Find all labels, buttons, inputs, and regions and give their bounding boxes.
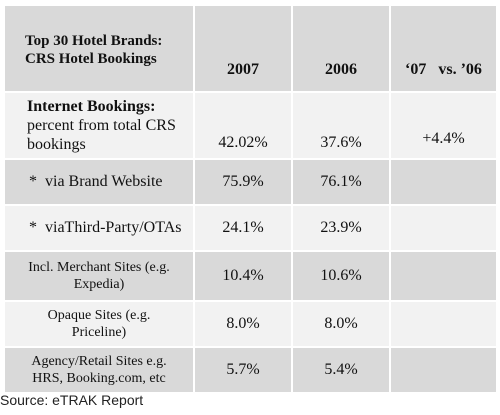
header-row: Top 30 Hotel Brands: CRS Hotel Bookings …: [5, 6, 496, 91]
cell-2006: 8.0%: [293, 302, 389, 346]
cell-2006: 5.4%: [293, 348, 389, 392]
cell-2007: 10.4%: [195, 252, 291, 300]
row-label-bold: Internet Bookings:: [27, 98, 156, 115]
cell-2007: 24.1%: [195, 206, 291, 250]
table-row: Incl. Merchant Sites (e.g. Expedia) 10.4…: [5, 252, 496, 300]
row-label-line1: Agency/Retail Sites e.g.: [31, 354, 167, 369]
cell-2007: 8.0%: [195, 302, 291, 346]
row-label-third-party: * viaThird-Party/OTAs: [5, 206, 193, 250]
row-label-line3: bookings: [27, 136, 86, 153]
row-label-opaque-sites: Opaque Sites (e.g. Priceline): [5, 302, 193, 346]
cell-compare: [391, 206, 496, 250]
cell-2006: 76.1%: [293, 160, 389, 204]
cell-compare: [391, 160, 496, 204]
row-label-line1: Opaque Sites (e.g.: [47, 308, 151, 323]
cell-2007: 42.02%: [195, 93, 291, 158]
table-row: Opaque Sites (e.g. Priceline) 8.0% 8.0%: [5, 302, 496, 346]
crs-bookings-table: Top 30 Hotel Brands: CRS Hotel Bookings …: [3, 4, 498, 394]
row-label-agency-sites: Agency/Retail Sites e.g. HRS, Booking.co…: [5, 348, 193, 392]
row-label-line2: HRS, Booking.com, etc: [32, 371, 166, 386]
cell-compare: [391, 302, 496, 346]
table-title-line2: CRS Hotel Bookings: [25, 51, 157, 67]
column-header-2006: 2006: [293, 6, 389, 91]
table-row: Agency/Retail Sites e.g. HRS, Booking.co…: [5, 348, 496, 392]
cell-2006: 37.6%: [293, 93, 389, 158]
table-row: Internet Bookings: percent from total CR…: [5, 93, 496, 158]
table-title: Top 30 Hotel Brands: CRS Hotel Bookings: [5, 6, 193, 91]
row-label-line2: Expedia): [73, 277, 125, 292]
row-label-merchant-sites: Incl. Merchant Sites (e.g. Expedia): [5, 252, 193, 300]
row-label-brand-website: * via Brand Website: [5, 160, 193, 204]
column-header-2007: 2007: [195, 6, 291, 91]
cell-2007: 75.9%: [195, 160, 291, 204]
table-title-line1: Top 30 Hotel Brands:: [25, 33, 163, 49]
row-label-internet-bookings: Internet Bookings: percent from total CR…: [5, 93, 193, 158]
table-row: * viaThird-Party/OTAs 24.1% 23.9%: [5, 206, 496, 250]
row-label-line2: percent from total CRS: [27, 117, 176, 134]
crs-bookings-table-container: Top 30 Hotel Brands: CRS Hotel Bookings …: [3, 4, 496, 392]
cell-2006: 10.6%: [293, 252, 389, 300]
source-caption: Source: eTRAK Report: [0, 392, 144, 408]
column-header-compare: ‘07 vs. ’06: [391, 6, 496, 91]
cell-compare: [391, 348, 496, 392]
cell-compare: +4.4%: [391, 93, 496, 158]
row-label-line1: Incl. Merchant Sites (e.g.: [28, 260, 170, 275]
cell-2007: 5.7%: [195, 348, 291, 392]
row-label-line2: Priceline): [71, 325, 127, 340]
cell-compare: [391, 252, 496, 300]
table-row: * via Brand Website 75.9% 76.1%: [5, 160, 496, 204]
cell-2006: 23.9%: [293, 206, 389, 250]
